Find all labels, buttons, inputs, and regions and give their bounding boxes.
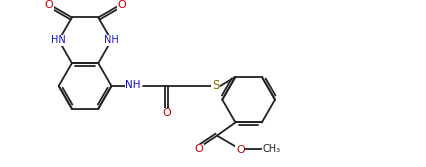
Text: O: O — [195, 144, 204, 154]
Text: S: S — [212, 79, 219, 93]
Text: CH₃: CH₃ — [263, 144, 281, 154]
Text: O: O — [162, 108, 171, 118]
Text: NH: NH — [104, 35, 119, 45]
Text: O: O — [117, 0, 126, 10]
Text: O: O — [236, 145, 245, 155]
Text: NH: NH — [125, 80, 141, 90]
Text: HN: HN — [52, 35, 66, 45]
Text: O: O — [44, 0, 53, 10]
